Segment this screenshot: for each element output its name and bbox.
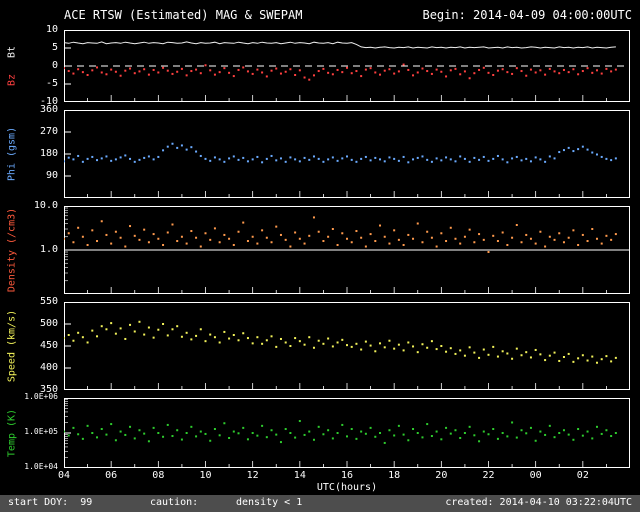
y-tick-label: -5: [45, 78, 58, 89]
y-tick-label: 360: [39, 104, 58, 115]
panel-mag: [64, 30, 630, 102]
y-tick-label: 1.0E+06: [24, 392, 58, 401]
start-doy-label: start DOY: 99: [8, 497, 93, 508]
y-tick-label: 10: [45, 24, 58, 35]
y-tick-label: 10.0: [33, 200, 58, 211]
y-tick-label: 450: [39, 340, 58, 351]
x-tick-label: 22: [482, 470, 495, 481]
caution-value: density < 1: [236, 497, 303, 508]
speed-axis-label: Speed (km/s): [6, 309, 18, 383]
y-tick-label: 1.0E+05: [24, 427, 58, 436]
x-tick-label: 02: [576, 470, 589, 481]
footer-bar: start DOY: 99 caution: density < 1 creat…: [0, 495, 640, 512]
y-tick-label: 1.0: [39, 244, 58, 255]
y-tick-label: 270: [39, 126, 58, 137]
phi-axis-label: Phi (gsm): [6, 126, 18, 182]
y-tick-label: 1.0E+04: [24, 462, 58, 471]
panel-phi: [64, 110, 630, 198]
x-tick-label: 14: [293, 470, 306, 481]
y-tick-label: 350: [39, 384, 58, 395]
x-tick-label: 18: [388, 470, 401, 481]
x-tick-label: 20: [435, 470, 448, 481]
panel-density: [64, 206, 630, 294]
bt-axis-label: Bt: [6, 45, 18, 58]
bz-axis-label: Bz: [6, 74, 18, 87]
begin-timestamp: Begin: 2014-04-09 04:00:00UTC: [422, 8, 632, 22]
y-tick-label: -10: [39, 96, 58, 107]
y-tick-label: 5: [51, 42, 58, 53]
x-tick-label: 08: [152, 470, 165, 481]
y-tick-label: 500: [39, 318, 58, 329]
x-tick-label: 04: [57, 470, 71, 481]
x-axis-title: UTC(hours): [316, 482, 378, 493]
panel-temp: [64, 398, 630, 468]
x-tick-label: 06: [105, 470, 118, 481]
panel-speed: [64, 302, 630, 390]
density-axis-label: Density (/cm3): [6, 207, 18, 293]
y-tick-label: 400: [39, 362, 58, 373]
created-timestamp: created: 2014-04-10 03:22:04UTC: [445, 497, 632, 508]
y-tick-label: 180: [39, 148, 58, 159]
x-tick-label: 16: [340, 470, 354, 481]
y-tick-label: 550: [39, 296, 58, 307]
x-tick-label: 12: [246, 470, 259, 481]
y-tick-label: 90: [45, 170, 58, 181]
y-tick-label: 0: [51, 60, 58, 71]
temp-axis-label: Temp (K): [6, 408, 18, 458]
plot-title: ACE RTSW (Estimated) MAG & SWEPAM: [64, 8, 303, 22]
x-tick-label: 00: [529, 470, 542, 481]
caution-label: caution:: [150, 497, 199, 508]
x-tick-label: 10: [199, 470, 212, 481]
